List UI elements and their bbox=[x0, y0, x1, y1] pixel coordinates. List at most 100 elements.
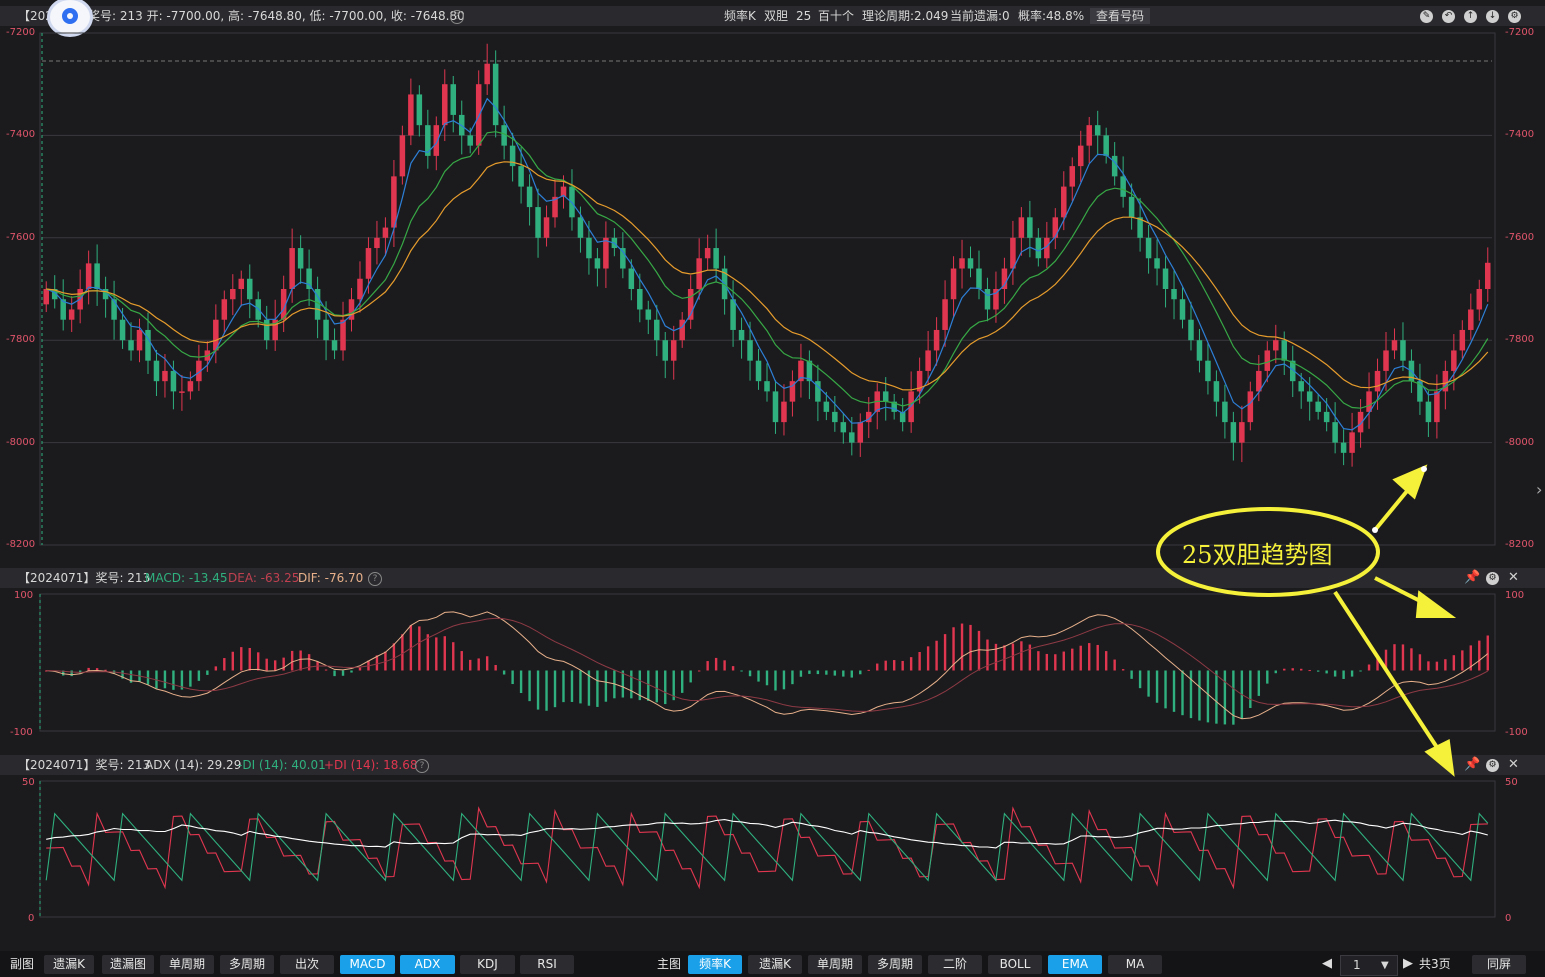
btn-appear-count[interactable]: 出次 bbox=[280, 955, 334, 974]
macd-bar bbox=[418, 626, 421, 671]
candle bbox=[1417, 363, 1423, 415]
settings-icon[interactable]: ⚙ bbox=[1508, 10, 1521, 23]
pin-icon[interactable]: 📌 bbox=[1464, 570, 1481, 585]
candle bbox=[213, 304, 219, 364]
macd-bar bbox=[943, 634, 947, 671]
btn-multi-period-main[interactable]: 多周期 bbox=[868, 955, 922, 974]
macd-bar bbox=[172, 670, 175, 690]
adx-chart[interactable] bbox=[0, 776, 1545, 936]
macd-bar bbox=[1316, 670, 1320, 672]
candle bbox=[382, 217, 389, 256]
candle bbox=[654, 304, 660, 357]
page-select[interactable]: 1 ▼ bbox=[1340, 955, 1398, 976]
candle bbox=[306, 249, 312, 306]
macd-bar bbox=[596, 670, 599, 707]
macd-bar bbox=[1189, 670, 1193, 719]
btn-ma[interactable]: MA bbox=[1108, 955, 1162, 974]
btn-miss-chart[interactable]: 遗漏图 bbox=[102, 955, 154, 974]
close-icon[interactable]: ✕ bbox=[1508, 757, 1519, 772]
settings-icon[interactable]: ⚙ bbox=[1486, 572, 1499, 585]
candle bbox=[196, 344, 202, 391]
up-icon[interactable]: ↑ bbox=[1464, 10, 1477, 23]
macd-bar bbox=[926, 646, 930, 671]
macd-bar bbox=[1096, 644, 1099, 671]
candle bbox=[68, 296, 75, 333]
help-icon[interactable]: ? bbox=[450, 10, 464, 24]
candle bbox=[1222, 384, 1228, 439]
candle bbox=[111, 280, 117, 340]
macd-bar bbox=[341, 670, 345, 676]
btn-kdj[interactable]: KDJ bbox=[460, 955, 515, 974]
macd-bar bbox=[265, 658, 268, 671]
btn-second-order[interactable]: 二阶 bbox=[928, 955, 982, 974]
help-icon[interactable]: ? bbox=[368, 572, 382, 586]
btn-miss-k-main[interactable]: 遗漏K bbox=[748, 955, 802, 974]
macd-bar bbox=[1079, 645, 1082, 671]
macd-bar bbox=[1223, 670, 1227, 725]
btn-freq-k[interactable]: 频率K bbox=[688, 955, 742, 974]
candlestick-chart[interactable] bbox=[0, 26, 1545, 566]
macd-bar bbox=[952, 627, 955, 671]
macd-header: 【2024071】奖号: 213 MACD: -13.45 DEA: -63.2… bbox=[0, 568, 1545, 588]
candle bbox=[1120, 156, 1126, 208]
macd-bar bbox=[324, 669, 328, 671]
macd-bar bbox=[375, 655, 379, 671]
y-label: -7200 bbox=[6, 27, 36, 38]
macd-bar bbox=[774, 670, 777, 691]
btn-ema[interactable]: EMA bbox=[1048, 955, 1102, 974]
macd-bar bbox=[257, 652, 260, 671]
prev-page-icon[interactable]: ◀ bbox=[1322, 956, 1332, 971]
scroll-right-chevron[interactable]: › bbox=[1536, 480, 1543, 499]
btn-macd[interactable]: MACD bbox=[340, 955, 395, 974]
candle bbox=[1247, 381, 1254, 431]
undo-icon[interactable]: ↶ bbox=[1442, 10, 1455, 23]
btn-rsi[interactable]: RSI bbox=[520, 955, 574, 974]
down-icon[interactable]: ↓ bbox=[1486, 10, 1499, 23]
candle bbox=[94, 244, 100, 306]
macd-bar bbox=[104, 669, 107, 671]
macd-bar bbox=[1300, 668, 1303, 671]
edit-icon[interactable]: ✎ bbox=[1420, 10, 1433, 23]
candle bbox=[1281, 331, 1288, 376]
macd-bar bbox=[1113, 659, 1116, 671]
next-page-icon[interactable]: ▶ bbox=[1403, 956, 1413, 971]
macd-bar bbox=[1350, 670, 1354, 677]
num-label: 25 bbox=[796, 9, 812, 23]
candle bbox=[1442, 360, 1449, 410]
settings-icon[interactable]: ⚙ bbox=[1486, 759, 1499, 772]
btn-boll[interactable]: BOLL bbox=[988, 955, 1042, 974]
candle bbox=[713, 228, 719, 283]
macd-bar bbox=[647, 670, 650, 701]
candle bbox=[1162, 256, 1169, 308]
btn-multi-period[interactable]: 多周期 bbox=[220, 955, 274, 974]
macd-bar bbox=[1138, 670, 1142, 689]
macd-bar bbox=[638, 670, 642, 701]
candle bbox=[263, 305, 270, 350]
lookup-button[interactable]: 查看号码 bbox=[1090, 8, 1151, 24]
btn-adx[interactable]: ADX bbox=[400, 955, 455, 974]
candle bbox=[1230, 411, 1237, 461]
btn-single-period-main[interactable]: 单周期 bbox=[808, 955, 862, 974]
candle bbox=[331, 328, 338, 360]
btn-single-period[interactable]: 单周期 bbox=[160, 955, 214, 974]
macd-bar bbox=[1359, 670, 1362, 672]
macd-chart[interactable] bbox=[0, 589, 1545, 744]
candle bbox=[1171, 270, 1177, 320]
macd-bar bbox=[307, 654, 311, 671]
y-label: -7600 bbox=[1505, 232, 1535, 243]
macd-bar bbox=[842, 670, 845, 677]
btn-same-screen[interactable]: 同屏 bbox=[1472, 955, 1526, 974]
btn-miss-k[interactable]: 遗漏K bbox=[44, 955, 94, 974]
close-icon[interactable]: ✕ bbox=[1508, 570, 1519, 585]
macd-bar bbox=[502, 670, 506, 675]
macd-y-label: -100 bbox=[1505, 727, 1528, 738]
macd-bar bbox=[791, 670, 794, 685]
macd-bar bbox=[1401, 644, 1405, 671]
pin-icon[interactable]: 📌 bbox=[1464, 757, 1481, 772]
candle bbox=[1154, 239, 1160, 286]
help-icon[interactable]: ? bbox=[415, 759, 429, 773]
candle bbox=[603, 221, 609, 288]
macd-bar bbox=[1088, 643, 1091, 671]
app-logo[interactable] bbox=[50, 0, 90, 34]
candle bbox=[1179, 287, 1186, 329]
